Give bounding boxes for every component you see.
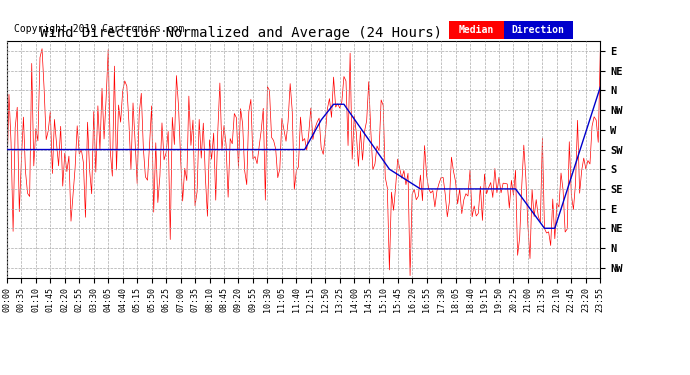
Text: Median: Median <box>458 26 494 35</box>
Text: Direction: Direction <box>512 26 564 35</box>
Text: Copyright 2019 Cartronics.com: Copyright 2019 Cartronics.com <box>14 24 184 34</box>
Title: Wind Direction Normalized and Average (24 Hours) (Old) 20191001: Wind Direction Normalized and Average (2… <box>40 26 567 40</box>
